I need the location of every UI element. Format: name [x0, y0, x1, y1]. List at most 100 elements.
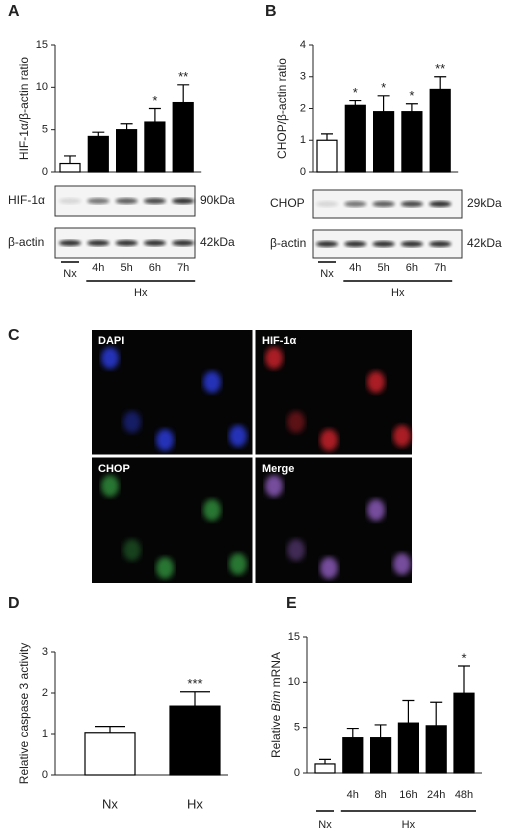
- error-bar: [95, 726, 125, 733]
- blot-band: [372, 201, 395, 207]
- significance: **: [178, 69, 188, 84]
- error-bar: [148, 107, 161, 123]
- blot-band: [59, 240, 81, 246]
- bar: [115, 129, 138, 173]
- y-axis-label: CHOP/β-actin ratio: [275, 58, 289, 159]
- y-tick-label: 10: [288, 676, 300, 688]
- x-tick-label: 8h: [374, 789, 386, 801]
- y-tick-label: 3: [300, 71, 306, 83]
- y-tick-label: 1: [42, 728, 48, 740]
- cell: [320, 429, 338, 451]
- bar: [453, 692, 475, 774]
- blot-band: [400, 201, 423, 207]
- y-tick-label: 2: [300, 102, 306, 114]
- cell: [203, 371, 221, 393]
- y-tick-label: 1: [300, 134, 306, 146]
- panel-label: D: [8, 595, 20, 612]
- x-tick-label: 6h: [406, 262, 418, 274]
- blot-band: [400, 241, 423, 247]
- significance: ***: [187, 676, 202, 691]
- y-axis-label-part: Relative caspase 3 activity: [17, 643, 31, 784]
- bar: [370, 737, 392, 774]
- panel-label: E: [286, 595, 297, 612]
- blot-band: [429, 241, 452, 247]
- bar: [344, 104, 366, 173]
- x-tick-label: 4h: [92, 262, 104, 274]
- group-label: Hx: [391, 287, 405, 299]
- significance: *: [381, 80, 386, 95]
- y-tick-label: 15: [288, 631, 300, 643]
- blot-size: 42kDa: [467, 236, 502, 250]
- x-tick-label: Nx: [102, 796, 118, 811]
- error-bar: [92, 131, 105, 137]
- cell: [265, 347, 283, 369]
- bar: [169, 705, 221, 776]
- channel-label: DAPI: [98, 335, 124, 347]
- bar: [84, 732, 136, 776]
- blot-size: 29kDa: [467, 196, 502, 210]
- cell: [156, 557, 174, 579]
- cell: [123, 411, 141, 433]
- blot-band: [344, 241, 367, 247]
- cell: [229, 425, 247, 447]
- y-tick-label: 10: [36, 81, 48, 93]
- bar: [87, 135, 109, 173]
- blot-band: [172, 198, 195, 204]
- x-tick-label: 7h: [177, 262, 189, 274]
- error-bar: [120, 123, 133, 130]
- x-tick-label: 16h: [399, 789, 417, 801]
- blot-band: [143, 198, 166, 204]
- x-tick-label: Nx: [318, 819, 332, 831]
- blot-label: HIF-1α: [8, 193, 45, 207]
- panel-label: C: [8, 327, 20, 344]
- y-tick-label: 0: [42, 769, 48, 781]
- y-axis-label-part: mRNA: [269, 652, 283, 691]
- bar: [373, 111, 395, 173]
- x-tick-label: 4h: [349, 262, 361, 274]
- blot-label: β-actin: [8, 235, 44, 249]
- bar: [401, 111, 423, 173]
- y-tick-label: 0: [294, 767, 300, 779]
- blot-band: [372, 241, 395, 247]
- y-axis-label-part: HIF-1α/β-actin ratio: [17, 57, 31, 161]
- bar: [342, 737, 364, 774]
- blot-size: 90kDa: [200, 193, 235, 207]
- blot-band: [115, 240, 138, 246]
- x-tick-label: 24h: [427, 789, 445, 801]
- cell: [393, 553, 411, 575]
- x-tick-label: 5h: [377, 262, 389, 274]
- microscopy: DAPI HIF-1α CHOP Merge: [92, 330, 412, 583]
- blot-band: [87, 198, 110, 204]
- cell: [123, 539, 141, 561]
- cell: [320, 557, 338, 579]
- blot-size: 42kDa: [200, 235, 235, 249]
- channel-label: CHOP: [98, 463, 130, 475]
- blot-band: [115, 198, 138, 204]
- y-axis-label-part: Bim: [269, 691, 283, 712]
- y-tick-label: 0: [300, 166, 306, 178]
- x-tick-label: 48h: [455, 789, 473, 801]
- blot-band: [87, 240, 110, 246]
- error-bar: [405, 103, 418, 112]
- bar: [144, 121, 166, 173]
- bar: [314, 763, 336, 774]
- x-tick-label: 4h: [347, 789, 359, 801]
- y-axis-label-part: CHOP/β-actin ratio: [275, 58, 289, 159]
- channel-label: Merge: [262, 463, 294, 475]
- channel-label: HIF-1α: [262, 335, 297, 347]
- error-bar: [402, 699, 415, 724]
- cell: [101, 475, 119, 497]
- panel-label: B: [265, 3, 277, 20]
- error-bar: [321, 133, 333, 141]
- bar: [172, 101, 194, 173]
- x-tick-label: 7h: [434, 262, 446, 274]
- y-axis-label: HIF-1α/β-actin ratio: [17, 57, 31, 161]
- blot-band: [59, 198, 81, 204]
- bar: [316, 139, 338, 173]
- cell: [367, 499, 385, 521]
- y-tick-label: 4: [300, 39, 306, 51]
- panel-label: A: [8, 3, 20, 20]
- blot-band: [344, 201, 367, 207]
- x-tick-label: 6h: [149, 262, 161, 274]
